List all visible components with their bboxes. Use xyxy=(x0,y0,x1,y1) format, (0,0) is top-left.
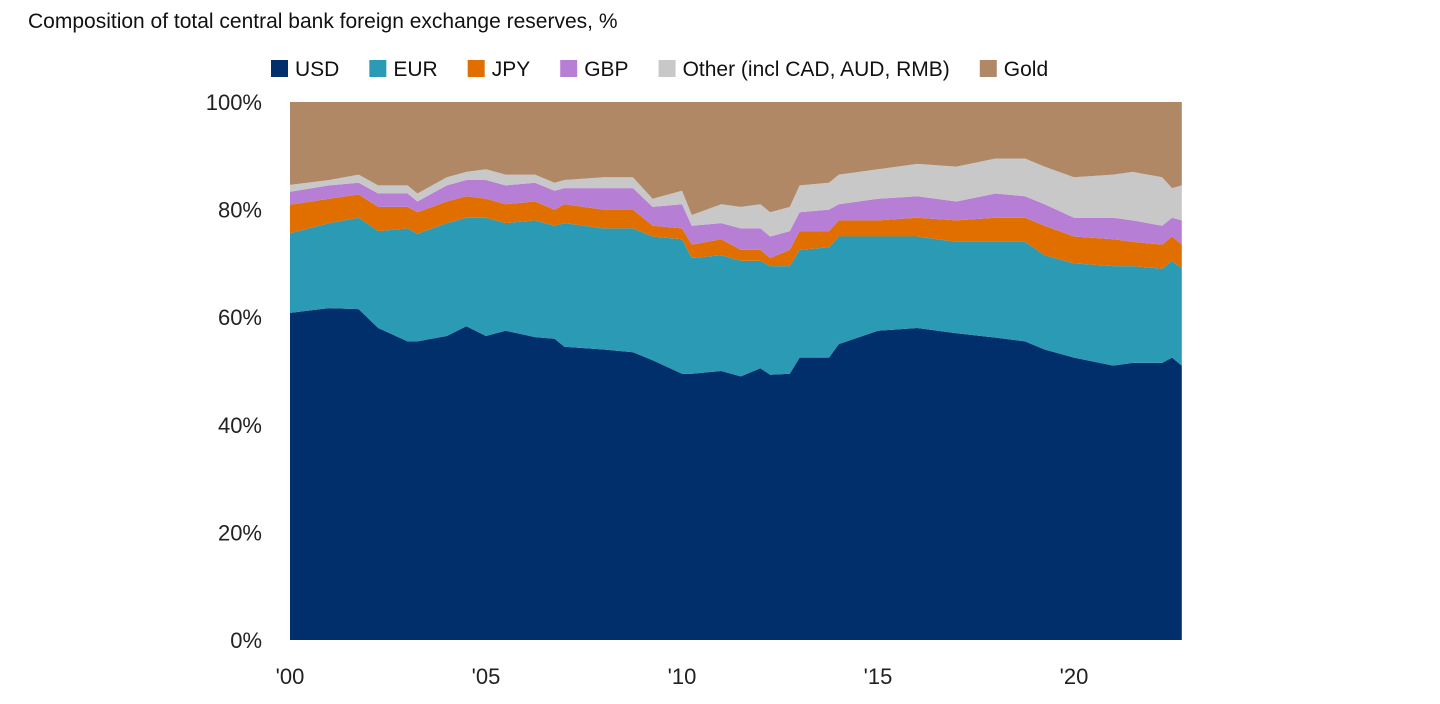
x-tick-label: '05 xyxy=(472,664,501,689)
x-tick-label: '00 xyxy=(276,664,305,689)
x-tick-label: '15 xyxy=(864,664,893,689)
area-gbp xyxy=(290,180,1182,258)
legend-label: GBP xyxy=(584,58,628,81)
y-tick-label: 40% xyxy=(218,413,262,438)
y-tick-label: 20% xyxy=(218,520,262,545)
y-tick-label: 60% xyxy=(218,305,262,330)
area-layers xyxy=(290,102,1182,640)
legend-item-gold: Gold xyxy=(979,58,1048,81)
x-tick-label: '10 xyxy=(668,664,697,689)
legend-swatch xyxy=(560,60,578,77)
x-tick-label: '20 xyxy=(1060,664,1089,689)
legend-swatch xyxy=(271,60,288,77)
area-other-incl-cad-aud-rmb xyxy=(290,158,1182,237)
legend-swatch xyxy=(467,60,485,77)
x-axis: '00 '05 '10 '15 '20 xyxy=(276,664,1089,689)
area-gold xyxy=(290,102,1182,215)
y-tick-label: 80% xyxy=(218,198,262,223)
y-tick-label: 100% xyxy=(206,90,262,115)
area-jpy xyxy=(290,194,1182,269)
legend: USD EUR JPY GBP Other (incl CAD, AUD, RMB) Go… xyxy=(271,58,1048,81)
legend-label: USD xyxy=(295,58,339,81)
legend-label: Other (incl CAD, AUD, RMB) xyxy=(683,58,950,81)
legend-item-eur: EUR xyxy=(369,58,438,81)
y-tick-label: 0% xyxy=(230,628,262,653)
legend-label: EUR xyxy=(393,58,437,81)
area-usd xyxy=(290,308,1182,640)
legend-swatch xyxy=(979,60,997,77)
legend-swatch xyxy=(658,60,676,77)
legend-item-gbp: GBP xyxy=(560,58,629,81)
area-eur xyxy=(290,217,1182,377)
legend-item-jpy: JPY xyxy=(467,58,531,81)
chart-title: Composition of total central bank foreig… xyxy=(28,10,618,33)
legend-swatch xyxy=(369,60,387,77)
legend-label: Gold xyxy=(1004,58,1048,81)
y-axis: 0% 20% 40% 60% 80% 100% xyxy=(206,90,262,653)
legend-item-other-incl-cad-aud-rmb: Other (incl CAD, AUD, RMB) xyxy=(658,58,950,81)
legend-item-usd: USD xyxy=(271,58,339,81)
legend-label: JPY xyxy=(492,58,531,81)
